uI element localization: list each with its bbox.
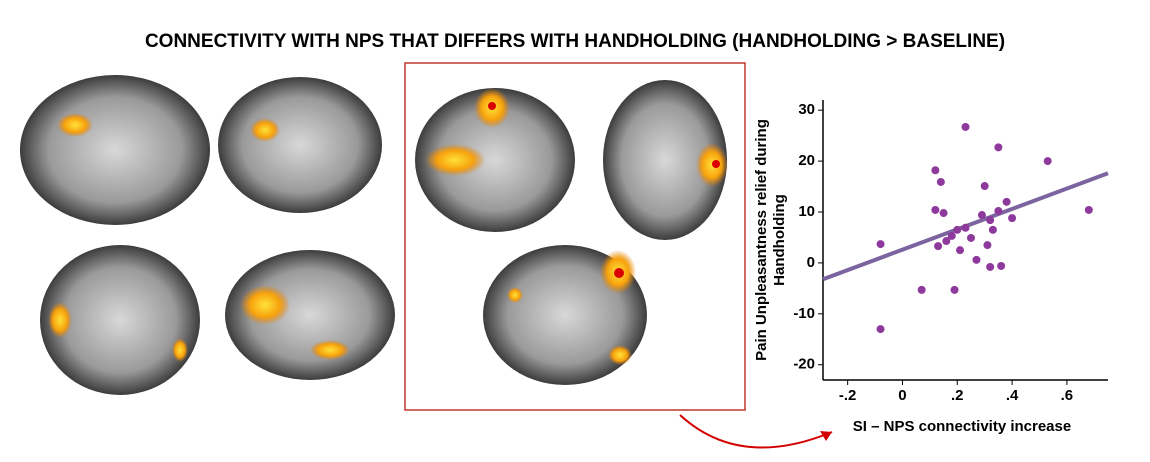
data-point bbox=[1002, 197, 1011, 206]
brain-sagittal bbox=[20, 75, 210, 225]
data-point bbox=[980, 182, 989, 191]
arrow-head bbox=[820, 431, 832, 441]
data-point bbox=[936, 177, 945, 186]
data-point bbox=[876, 325, 885, 334]
data-point bbox=[876, 240, 885, 249]
x-tick-label: .4 bbox=[1006, 387, 1019, 404]
seed-marker bbox=[712, 160, 720, 168]
activation bbox=[172, 338, 188, 362]
data-point bbox=[961, 223, 970, 232]
y-axis-label-line: Handholding bbox=[771, 194, 788, 286]
data-point bbox=[983, 241, 992, 250]
y-tick-label: 20 bbox=[798, 152, 815, 169]
activation bbox=[57, 113, 93, 137]
data-point bbox=[1084, 205, 1093, 214]
data-point bbox=[953, 225, 962, 234]
data-point bbox=[1008, 214, 1017, 223]
brain-images bbox=[20, 62, 833, 449]
data-point bbox=[961, 122, 970, 131]
data-point bbox=[972, 255, 981, 264]
brain-sagittal bbox=[218, 77, 382, 213]
data-point bbox=[966, 233, 975, 242]
data-point bbox=[942, 237, 951, 246]
y-tick-label: 10 bbox=[798, 203, 815, 220]
y-axis-label: Pain Unpleasantness relief duringHandhol… bbox=[753, 119, 788, 361]
highlight-box bbox=[404, 62, 746, 411]
data-point bbox=[977, 211, 986, 220]
activation bbox=[696, 143, 728, 187]
data-point bbox=[934, 242, 943, 251]
data-point bbox=[950, 285, 959, 294]
data-point bbox=[997, 261, 1006, 270]
arrow bbox=[679, 414, 833, 449]
data-point bbox=[931, 205, 940, 214]
x-tick-label: 0 bbox=[898, 387, 906, 404]
seed-marker bbox=[614, 268, 624, 278]
data-point bbox=[947, 231, 956, 240]
data-point bbox=[931, 166, 940, 175]
y-tick-label: 0 bbox=[807, 254, 815, 271]
activation bbox=[250, 118, 280, 142]
data-point bbox=[986, 262, 995, 271]
figure-title: CONNECTIVITY WITH NPS THAT DIFFERS WITH … bbox=[145, 31, 1005, 52]
y-tick-label: -10 bbox=[793, 305, 815, 322]
activation bbox=[507, 287, 523, 303]
x-axis-label: SI – NPS connectivity increase bbox=[853, 418, 1071, 435]
data-point bbox=[986, 216, 995, 225]
x-tick-label: -.2 bbox=[839, 387, 857, 404]
data-point bbox=[1043, 157, 1052, 166]
x-tick-label: .2 bbox=[951, 387, 964, 404]
brain-lateral bbox=[225, 250, 395, 380]
activation bbox=[310, 340, 350, 360]
x-tick-label: .6 bbox=[1061, 387, 1074, 404]
data-point bbox=[994, 206, 1003, 215]
data-point bbox=[917, 285, 926, 294]
activation bbox=[240, 285, 290, 325]
y-tick-label: 30 bbox=[798, 101, 815, 118]
seed-marker bbox=[488, 102, 496, 110]
y-axis-label-line: Pain Unpleasantness relief during bbox=[753, 119, 770, 361]
brain-axial bbox=[603, 80, 727, 240]
activation-blobs bbox=[48, 88, 728, 365]
data-point bbox=[988, 225, 997, 234]
brain-lateral bbox=[415, 88, 575, 232]
y-tick-label: -20 bbox=[793, 356, 815, 373]
brain-coronal bbox=[40, 245, 200, 395]
data-point bbox=[956, 246, 965, 255]
activation bbox=[48, 302, 72, 338]
data-point bbox=[994, 143, 1003, 152]
activation bbox=[425, 144, 485, 176]
activation bbox=[608, 345, 632, 365]
data-point bbox=[939, 209, 948, 218]
